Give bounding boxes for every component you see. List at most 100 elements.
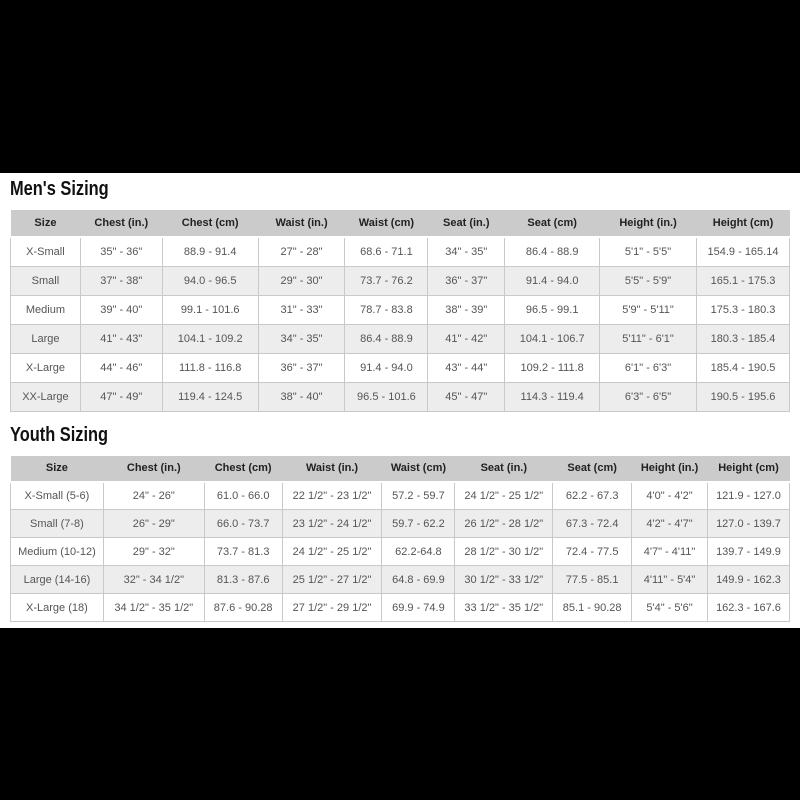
measurement-cell: 73.7 - 81.3 [203,537,283,566]
measurement-cell: 29" - 32" [102,537,205,566]
measurement-cell: 45" - 47" [427,381,506,412]
measurement-cell: 23 1/2" - 24 1/2" [281,509,383,538]
measurement-cell: 78.7 - 83.8 [344,294,429,325]
measurement-cell: 149.9 - 162.3 [706,565,791,594]
measurement-cell: 41" - 42" [427,323,506,354]
column-header: Waist (in.) [258,210,345,238]
measurement-cell: 61.0 - 66.0 [203,481,283,510]
table-row: Large 41" - 43" 104.1 - 109.2 34" - 35" 86.4… [10,323,790,354]
size-cell: X-Large [10,352,81,383]
measurement-cell: 121.9 - 127.0 [706,481,791,510]
measurement-cell: 59.7 - 62.2 [381,509,456,538]
measurement-cell: 62.2-64.8 [381,537,456,566]
size-cell: Medium (10-12) [10,537,104,566]
top-black-band [0,0,800,173]
measurement-cell: 119.4 - 124.5 [161,381,259,412]
size-cell: Large (14-16) [10,565,104,594]
column-header: Seat (cm) [504,210,600,238]
size-cell: X-Large (18) [10,593,104,622]
measurement-cell: 81.3 - 87.6 [203,565,283,594]
size-cell: XX-Large [10,381,81,412]
measurement-cell: 6'1" - 6'3" [599,352,697,383]
table-row: X-Small (5-6) 24" - 26" 61.0 - 66.0 22 1/2"… [10,481,791,510]
measurement-cell: 77.5 - 85.1 [552,565,633,594]
measurement-cell: 4'7" - 4'11" [631,537,708,566]
measurement-cell: 180.3 - 185.4 [696,323,790,354]
mens-header-row: Size Chest (in.) Chest (cm) Waist (in.) Wais… [10,210,790,238]
measurement-cell: 26 1/2" - 28 1/2" [454,509,554,538]
column-header: Waist (cm) [344,210,428,238]
measurement-cell: 36" - 37" [427,265,506,296]
column-header: Chest (cm) [204,455,283,483]
measurement-cell: 96.5 - 99.1 [504,294,601,325]
measurement-cell: 165.1 - 175.3 [696,265,790,296]
column-header: Seat (cm) [552,455,632,483]
table-row: XX-Large 47" - 49" 119.4 - 124.5 38" - 40" 9… [10,381,790,412]
column-header: Chest (in.) [80,210,163,238]
measurement-cell: 154.9 - 165.14 [696,236,790,267]
measurement-cell: 4'0" - 4'2" [631,481,708,510]
measurement-cell: 190.5 - 195.6 [696,381,790,412]
table-row: Small (7-8) 26" - 29" 66.0 - 73.7 23 1/2" -… [10,509,791,538]
column-header: Height (in.) [599,210,697,238]
table-row: Medium (10-12) 29" - 32" 73.7 - 81.3 24 1/2… [10,537,791,566]
measurement-cell: 111.8 - 116.8 [161,352,259,383]
column-header: Seat (in.) [454,455,553,483]
measurement-cell: 24 1/2" - 25 1/2" [281,537,383,566]
measurement-cell: 34" - 35" [427,236,506,267]
measurement-cell: 41" - 43" [79,323,163,354]
measurement-cell: 24" - 26" [102,481,205,510]
measurement-cell: 34" - 35" [257,323,346,354]
youth-sizing-heading: Youth Sizing [10,423,109,446]
measurement-cell: 72.4 - 77.5 [552,537,633,566]
measurement-cell: 4'2" - 4'7" [631,509,708,538]
measurement-cell: 47" - 49" [79,381,163,412]
measurement-cell: 25 1/2" - 27 1/2" [281,565,383,594]
size-chart-content: Men's Sizing Size Chest (in.) Chest (cm) Wa… [0,173,800,628]
column-header: Chest (cm) [162,210,259,238]
measurement-cell: 104.1 - 106.7 [504,323,601,354]
measurement-cell: 27 1/2" - 29 1/2" [281,593,383,622]
measurement-cell: 32" - 34 1/2" [102,565,205,594]
measurement-cell: 33 1/2" - 35 1/2" [454,593,554,622]
size-cell: Small [10,265,81,296]
measurement-cell: 94.0 - 96.5 [161,265,259,296]
measurement-cell: 91.4 - 94.0 [344,352,429,383]
measurement-cell: 86.4 - 88.9 [344,323,429,354]
size-cell: X-Small (5-6) [10,481,104,510]
bottom-black-band [0,628,800,800]
table-row: X-Large (18) 34 1/2" - 35 1/2" 87.6 - 90.2… [10,593,791,622]
measurement-cell: 39" - 40" [79,294,163,325]
table-row: Large (14-16) 32" - 34 1/2" 81.3 - 87.6 25 … [10,565,791,594]
measurement-cell: 26" - 29" [102,509,205,538]
measurement-cell: 36" - 37" [257,352,346,383]
column-header: Height (cm) [707,455,790,483]
column-header: Chest (in.) [103,455,205,483]
measurement-cell: 5'4" - 5'6" [631,593,708,622]
measurement-cell: 139.7 - 149.9 [706,537,791,566]
measurement-cell: 5'1" - 5'5" [599,236,697,267]
measurement-cell: 99.1 - 101.6 [161,294,259,325]
size-cell: Medium [10,294,81,325]
measurement-cell: 127.0 - 139.7 [706,509,791,538]
measurement-cell: 28 1/2" - 30 1/2" [454,537,554,566]
measurement-cell: 73.7 - 76.2 [344,265,429,296]
size-cell: X-Small [10,236,81,267]
table-row: X-Small 35" - 36" 88.9 - 91.4 27" - 28" 68.6… [10,236,790,267]
column-header: Waist (cm) [381,455,455,483]
column-header: Seat (in.) [427,210,505,238]
measurement-cell: 162.3 - 167.6 [706,593,791,622]
measurement-cell: 66.0 - 73.7 [203,509,283,538]
measurement-cell: 5'11" - 6'1" [599,323,697,354]
size-cell: Small (7-8) [10,509,104,538]
mens-sizing-heading: Men's Sizing [10,178,109,200]
column-header: Height (in.) [631,455,708,483]
column-header: Height (cm) [696,210,790,238]
measurement-cell: 86.4 - 88.9 [504,236,601,267]
column-header: Waist (in.) [282,455,382,483]
size-cell: Large [10,323,81,354]
measurement-cell: 35" - 36" [79,236,163,267]
measurement-cell: 114.3 - 119.4 [504,381,601,412]
measurement-cell: 96.5 - 101.6 [344,381,429,412]
measurement-cell: 57.2 - 59.7 [381,481,456,510]
